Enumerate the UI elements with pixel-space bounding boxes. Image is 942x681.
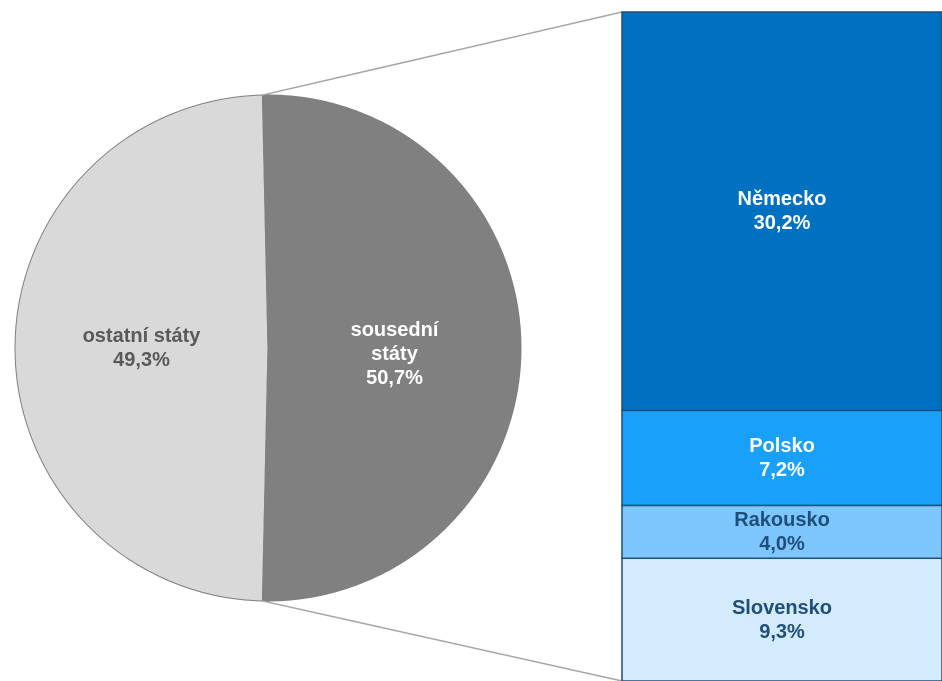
value-label: 4,0% xyxy=(759,532,805,555)
segment-label: Slovensko 9,3% xyxy=(632,596,932,644)
pie-slice xyxy=(261,94,522,602)
value-label: 49,3% xyxy=(113,349,170,371)
pie-slice xyxy=(14,94,269,602)
segment-label: Německo 30,2% xyxy=(632,187,932,235)
value-label: 7,2% xyxy=(759,459,805,481)
value-label: 50,7% xyxy=(366,367,423,389)
segment-label: Rakousko 4,0% xyxy=(632,508,932,556)
category-label: sousední státy xyxy=(350,319,439,365)
category-label: Německo xyxy=(737,188,827,211)
value-label: 30,2% xyxy=(753,212,811,235)
category-label: Rakousko xyxy=(734,508,830,531)
category-label: Polsko xyxy=(749,435,815,457)
value-label: 9,3% xyxy=(759,620,805,643)
slice-label: sousední státy 50,7% xyxy=(330,318,460,390)
connector-line xyxy=(262,11,623,96)
category-label: Slovensko xyxy=(731,596,833,619)
bar-segment xyxy=(621,504,942,560)
segment-label: Polsko 7,2% xyxy=(632,434,932,482)
category-label: ostatní státy xyxy=(82,325,201,347)
slice-label: ostatní státy 49,3% xyxy=(32,324,252,372)
bar-segment xyxy=(621,409,942,507)
connector-line xyxy=(262,600,623,681)
bar-segment xyxy=(621,557,942,681)
